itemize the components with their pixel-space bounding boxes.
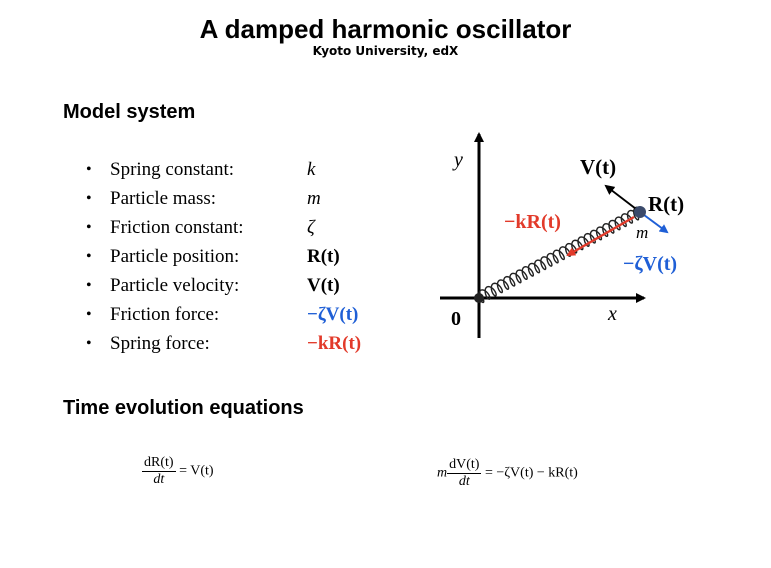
- list-item-symbol: k: [307, 159, 316, 180]
- equation-2-fraction: dV(t) dt: [447, 457, 482, 490]
- equation-1-numerator: dR(t): [142, 455, 176, 472]
- bullet: •: [86, 161, 92, 178]
- equation-1-denominator: dt: [153, 472, 165, 487]
- page-title: A damped harmonic oscillator: [199, 14, 572, 44]
- list-item-label: Spring force:: [110, 333, 210, 354]
- bullet: •: [86, 190, 92, 207]
- list-item-symbol: m: [307, 188, 321, 209]
- list-item-label: Particle velocity:: [110, 275, 240, 296]
- list-item-symbol: V(t): [307, 275, 340, 296]
- particle: [634, 206, 646, 218]
- list-item-symbol: R(t): [307, 246, 340, 267]
- equation-2-rhs: = −ζV(t) − kR(t): [484, 465, 578, 481]
- equation-2-numerator: dV(t): [447, 457, 482, 474]
- friction-label: −ζV(t): [623, 253, 677, 275]
- equation-2-prefix: m: [437, 465, 448, 481]
- spring-force-arrow: [566, 215, 635, 257]
- bullet: •: [86, 277, 92, 294]
- equation-2-denominator: dt: [458, 474, 470, 489]
- model-system-heading: Model system: [63, 101, 196, 123]
- x-axis-label: x: [607, 303, 617, 325]
- origin-point: [474, 293, 484, 303]
- equation-1-fraction: dR(t) dt: [142, 455, 176, 488]
- list-item-label: Friction constant:: [110, 217, 244, 238]
- bullet: •: [86, 248, 92, 265]
- spring-coil: [478, 206, 644, 304]
- y-axis-label: y: [452, 149, 463, 171]
- list-item-symbol: ζ: [307, 217, 315, 238]
- position-label: R(t): [648, 192, 684, 216]
- bullet: •: [86, 335, 92, 352]
- equation-1-rhs: = V(t): [179, 463, 214, 479]
- list-item-label: Friction force:: [110, 304, 220, 325]
- list-item-label: Particle position:: [110, 246, 240, 267]
- list-item-label: Particle mass:: [110, 188, 217, 209]
- bullet: •: [86, 306, 92, 323]
- spring-force-label: −kR(t): [504, 211, 561, 233]
- page-subtitle: Kyoto University, edX: [312, 44, 459, 58]
- velocity-arrow: [604, 184, 641, 213]
- oscillator-diagram: y x 0 V(t) R(t) m −kR(t) −ζV(t): [440, 132, 684, 338]
- equation-1: dR(t) dt = V(t): [142, 455, 214, 488]
- velocity-label: V(t): [580, 155, 616, 179]
- origin-label: 0: [451, 308, 461, 330]
- list-item-symbol: −kR(t): [307, 333, 362, 354]
- bullet: •: [86, 219, 92, 236]
- list-item-symbol: −ζV(t): [307, 304, 359, 325]
- mass-label: m: [636, 223, 648, 242]
- equations-heading: Time evolution equations: [63, 397, 304, 419]
- list-item-label: Spring constant:: [110, 159, 235, 180]
- equation-2: m dV(t) dt = −ζV(t) − kR(t): [437, 457, 578, 490]
